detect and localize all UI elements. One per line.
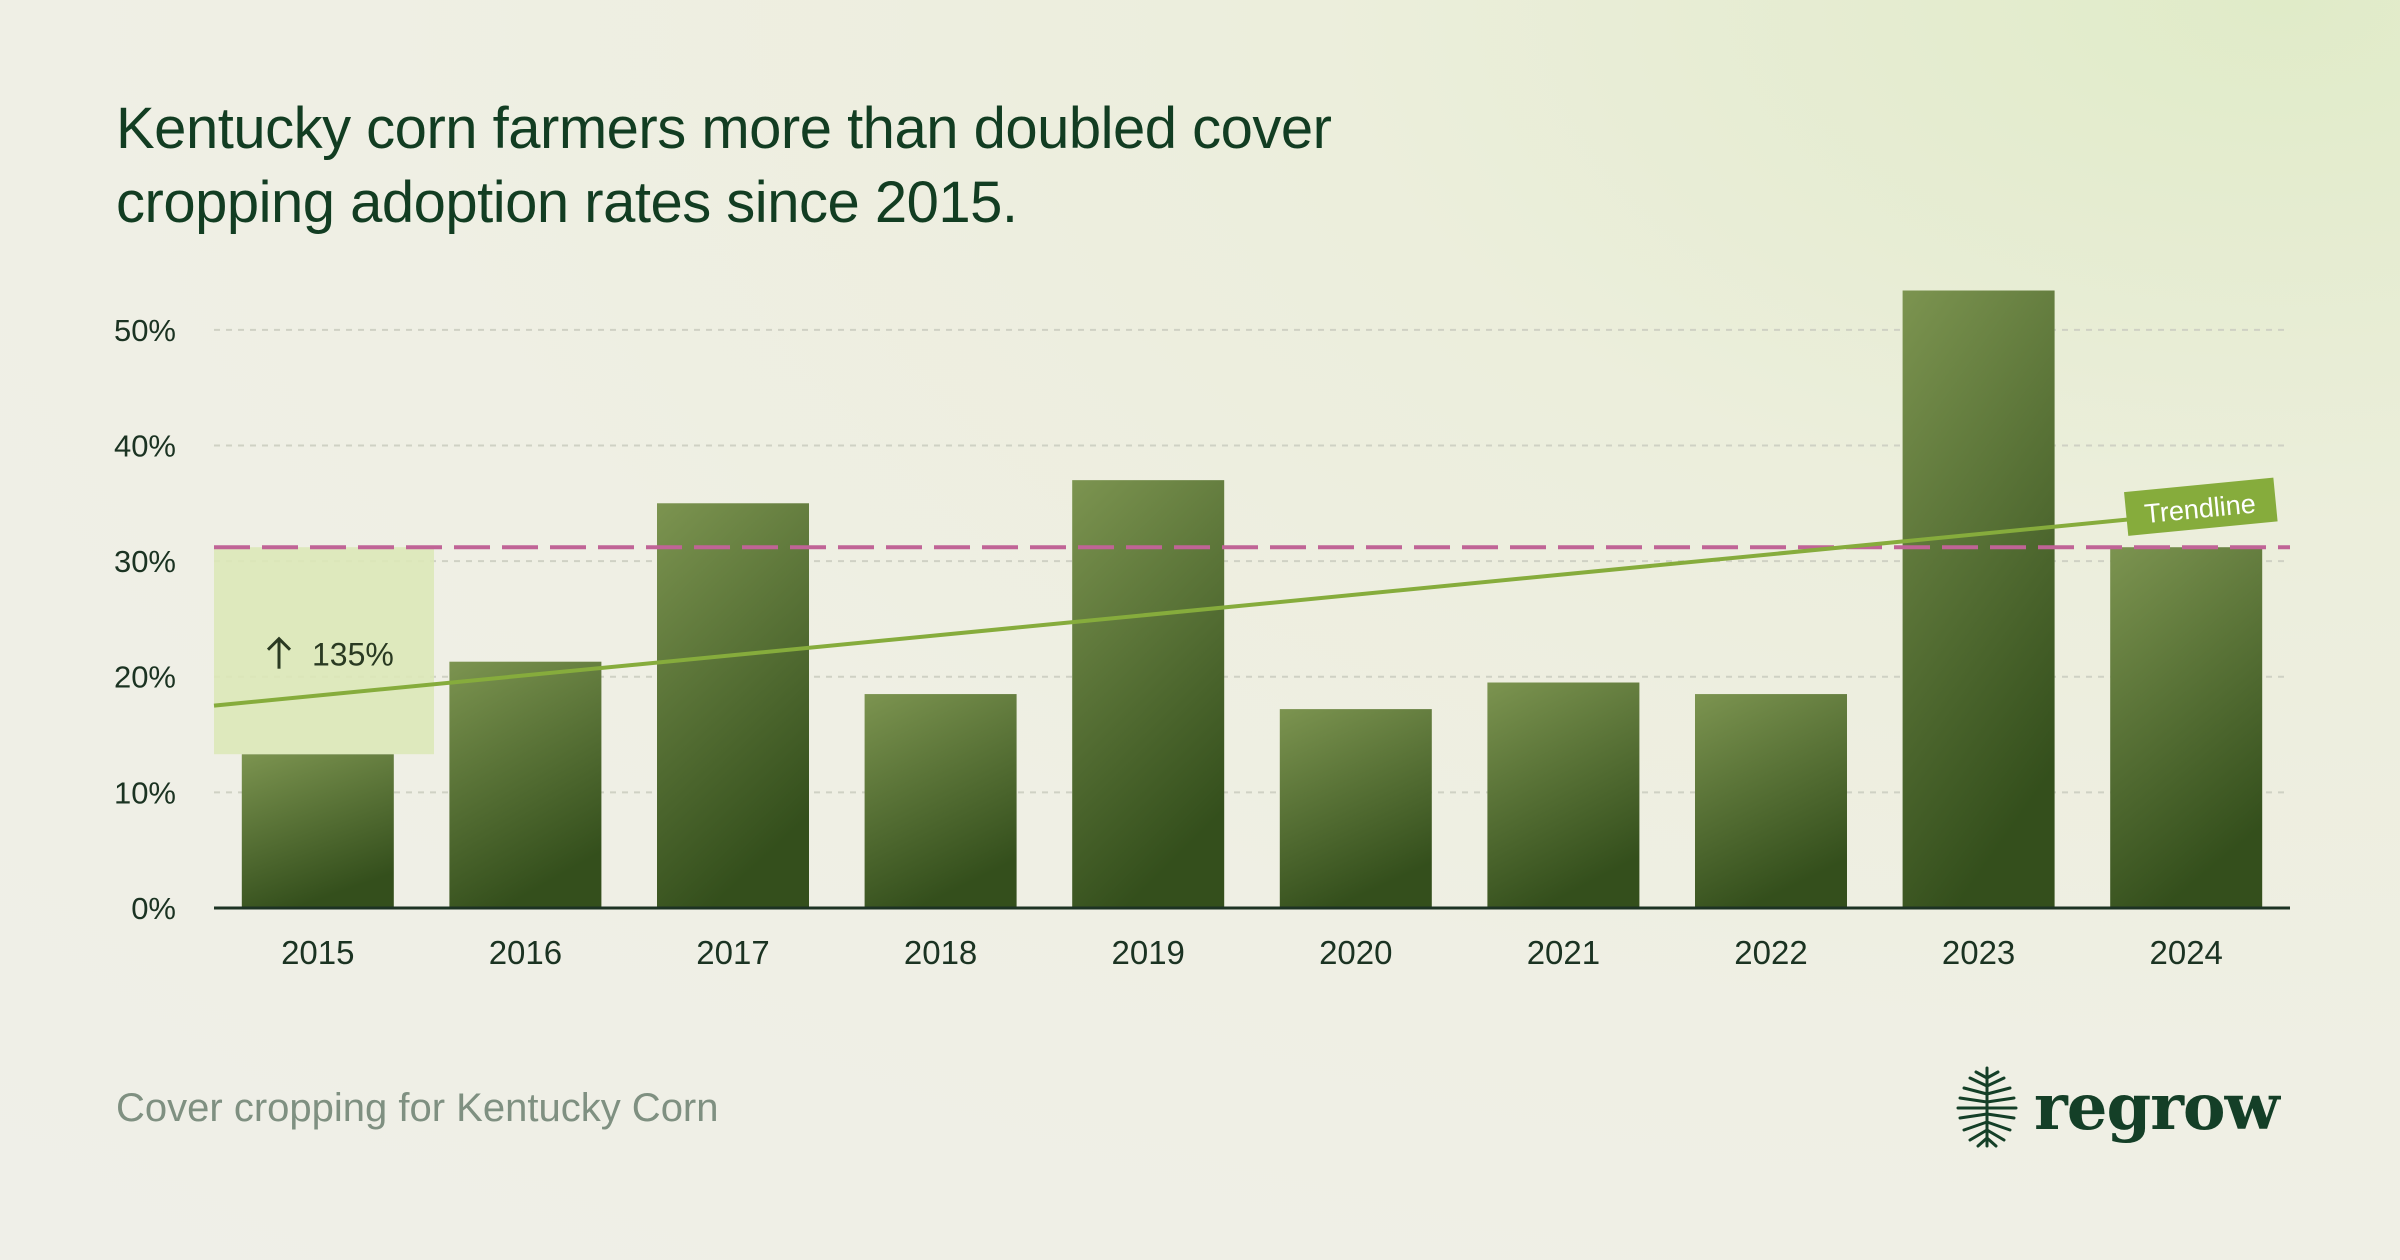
x-tick-label: 2015: [281, 934, 354, 971]
chart-title: Kentucky corn farmers more than doubled …: [116, 92, 1616, 240]
trendline: [213, 510, 2201, 708]
bar-2018: [864, 694, 1017, 908]
x-tick-label: 2018: [904, 934, 977, 971]
title-line-1: Kentucky corn farmers more than doubled …: [116, 96, 1332, 161]
title-line-2: cropping adoption rates since 2015.: [116, 170, 1018, 235]
y-tick-label: 30%: [114, 544, 176, 579]
up-arrow-head: [266, 636, 292, 651]
x-tick-label: 2022: [1734, 934, 1807, 971]
x-tick-label: 2023: [1942, 934, 2015, 971]
x-axis-ticks: 2015 2016 2017 2018 2019 2020 2021 2022 2023 2024: [281, 934, 2223, 971]
x-tick-label: 2016: [489, 934, 562, 971]
x-tick-label: 2017: [696, 934, 769, 971]
y-tick-label: 20%: [114, 660, 176, 695]
bar-2019: [1072, 480, 1225, 908]
brand-name: regrow: [2034, 1069, 2280, 1145]
up-arrow-icon: [266, 636, 292, 669]
y-tick-label: 10%: [114, 775, 176, 810]
bar-2020: [1279, 709, 1432, 908]
tree-roots-logo-icon: [1956, 1066, 2018, 1148]
footer-note: Cover cropping for Kentucky Corn: [116, 1086, 719, 1130]
x-tick-label: 2020: [1319, 934, 1392, 971]
bar-2015: [241, 754, 394, 908]
bar-2022: [1695, 694, 1847, 908]
annotation-label: 135%: [312, 637, 394, 673]
trendline-label-box: [2124, 477, 2278, 536]
x-tick-label: 2019: [1111, 934, 1184, 971]
bar-2021: [1487, 682, 1640, 908]
annotation-highlight-box: [214, 547, 434, 755]
x-tick-label: 2021: [1527, 934, 1600, 971]
brand-logo[interactable]: regrow: [1952, 1062, 2280, 1152]
bar-2016: [449, 661, 602, 908]
trendline-label-tag: Trendline: [2124, 477, 2278, 536]
y-axis-ticks: 0% 10% 20% 30% 40% 50%: [114, 313, 176, 926]
y-tick-label: 50%: [114, 313, 176, 348]
bar-2017: [657, 503, 809, 908]
annotations: Trendline 135%: [213, 477, 2290, 910]
y-tick-label: 40%: [114, 428, 176, 463]
bar-2024: [2110, 547, 2263, 908]
x-tick-label: 2024: [2149, 934, 2222, 971]
bars: [241, 290, 2263, 908]
y-tick-label: 0%: [131, 891, 176, 926]
bar-2023: [1902, 290, 2055, 908]
